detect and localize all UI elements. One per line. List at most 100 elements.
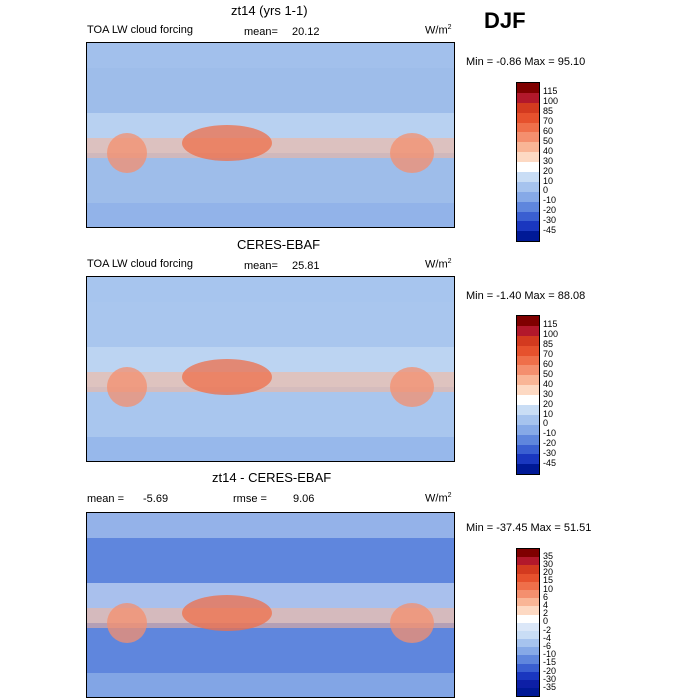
colorbar-swatch	[517, 355, 539, 366]
panel-2-stat-a-label: mean=	[244, 260, 278, 272]
colorbar-tick-label: 10	[543, 583, 554, 594]
colorbar-swatch	[517, 345, 539, 356]
colorbar-tick-label: -10	[543, 649, 557, 660]
colorbar-swatch	[517, 598, 539, 607]
colorbar-swatch	[517, 647, 539, 656]
colorbar-tick-label: 10	[543, 408, 554, 419]
colorbar-tick-label: 0	[543, 418, 549, 429]
panel-3-stat-b-label: rmse =	[233, 493, 267, 505]
panel-1-map	[86, 42, 455, 228]
colorbar-swatch	[517, 181, 539, 192]
colorbar-tick-label: 30	[543, 558, 554, 569]
colorbar-swatch	[517, 231, 539, 242]
colorbar-tick-label: 100	[543, 96, 559, 107]
colorbar-tick-label: -2	[543, 624, 552, 635]
colorbar-tick-label: 20	[543, 398, 554, 409]
colorbar-swatch	[517, 414, 539, 425]
colorbar-swatch	[517, 464, 539, 475]
panel-2-title: CERES-EBAF	[237, 237, 321, 252]
panel-1-title: zt14 (yrs 1-1)	[231, 3, 308, 18]
colorbar-tick-label: 20	[543, 165, 554, 176]
panel-3-title: zt14 - CERES-EBAF	[212, 470, 332, 485]
colorbar-tick-label: 2	[543, 608, 549, 619]
colorbar-swatch	[517, 221, 539, 232]
colorbar-tick-label: 0	[543, 185, 549, 196]
colorbar-tick-label: 50	[543, 135, 554, 146]
panel-1-units: W/m2	[425, 24, 452, 37]
colorbar-swatch	[517, 325, 539, 336]
colorbar-tick-label: -45	[543, 225, 557, 235]
colorbar-swatch	[517, 549, 539, 558]
map-field	[87, 277, 454, 461]
colorbar-swatch	[517, 622, 539, 631]
colorbar-swatch	[517, 606, 539, 615]
colorbar-swatch	[517, 152, 539, 163]
colorbar-tick-label: -30	[543, 215, 557, 226]
colorbar-tick-label: 10	[543, 175, 554, 186]
colorbar-tick-label: 4	[543, 599, 549, 610]
colorbar-tick-label: 50	[543, 368, 554, 379]
colorbar-swatch	[517, 395, 539, 406]
colorbar-tick-label: -10	[543, 195, 557, 206]
colorbar-tick-label: 85	[543, 106, 554, 117]
colorbar-tick-label: 35	[543, 550, 554, 561]
colorbar-tick-label: -20	[543, 438, 557, 449]
panel-1-stat-a-value: 20.12	[292, 26, 320, 38]
colorbar-swatch	[517, 316, 539, 326]
colorbar-swatch	[517, 375, 539, 386]
colorbar-tick-label: 70	[543, 349, 554, 360]
season-label: DJF	[484, 8, 526, 33]
panel-3-stat-b-value: 9.06	[293, 493, 315, 505]
colorbar-tick-label: -20	[543, 205, 557, 216]
colorbar-swatch	[517, 655, 539, 664]
colorbar-tick-label: 70	[543, 116, 554, 127]
colorbar-swatch	[517, 434, 539, 445]
panel-1-colorbar	[516, 82, 540, 243]
panel-1-stat-a-label: mean=	[244, 26, 278, 38]
colorbar-tick-label: -6	[543, 640, 552, 651]
colorbar-swatch	[517, 444, 539, 455]
colorbar-swatch	[517, 191, 539, 202]
colorbar-tick-label: 60	[543, 359, 554, 369]
colorbar-swatch	[517, 663, 539, 672]
colorbar-tick-label: 60	[543, 126, 554, 136]
panel-3-stat-a-value: -5.69	[143, 493, 169, 505]
colorbar-tick-label: 20	[543, 567, 554, 578]
colorbar-tick-label: 30	[543, 388, 554, 399]
colorbar-tick-label: 40	[543, 145, 554, 156]
colorbar-swatch	[517, 424, 539, 435]
colorbar-swatch	[517, 172, 539, 182]
colorbar-tick-label: -20	[543, 665, 557, 676]
panel-3-colorbar	[516, 548, 540, 698]
colorbar-swatch	[517, 671, 539, 680]
colorbar-tick-label: -15	[543, 657, 557, 668]
panel-1-minmax: Min = -0.86 Max = 95.10	[466, 56, 586, 68]
colorbar-swatch	[517, 211, 539, 222]
colorbar-tick-label: 85	[543, 339, 554, 350]
colorbar-swatch	[517, 142, 539, 153]
colorbar-swatch	[517, 335, 539, 346]
colorbar-tick-label: -45	[543, 458, 557, 468]
panel-1-label-left: TOA LW cloud forcing	[87, 24, 193, 36]
colorbar-tick-label: 30	[543, 155, 554, 166]
map-field	[87, 43, 454, 227]
colorbar-swatch	[517, 614, 539, 623]
colorbar-tick-label: 115	[543, 86, 558, 97]
panel-2-units: W/m2	[425, 258, 452, 271]
panel-3-units: W/m2	[425, 492, 452, 505]
panel-2-map	[86, 276, 455, 462]
colorbar-swatch	[517, 454, 539, 465]
colorbar-swatch	[517, 557, 539, 566]
colorbar-tick-label: -35	[543, 681, 557, 692]
panel-3-minmax: Min = -37.45 Max = 51.51	[466, 522, 592, 534]
panel-3-stat-a-label: mean =	[87, 493, 124, 505]
colorbar-swatch	[517, 680, 539, 689]
map-field	[87, 513, 454, 697]
colorbar-tick-label: -30	[543, 673, 557, 684]
colorbar-swatch	[517, 112, 539, 123]
colorbar-swatch	[517, 92, 539, 103]
colorbar-tick-label: 6	[543, 591, 549, 602]
colorbar-swatch	[517, 102, 539, 113]
colorbar-tick-label: 40	[543, 378, 554, 389]
colorbar-swatch	[517, 162, 539, 173]
